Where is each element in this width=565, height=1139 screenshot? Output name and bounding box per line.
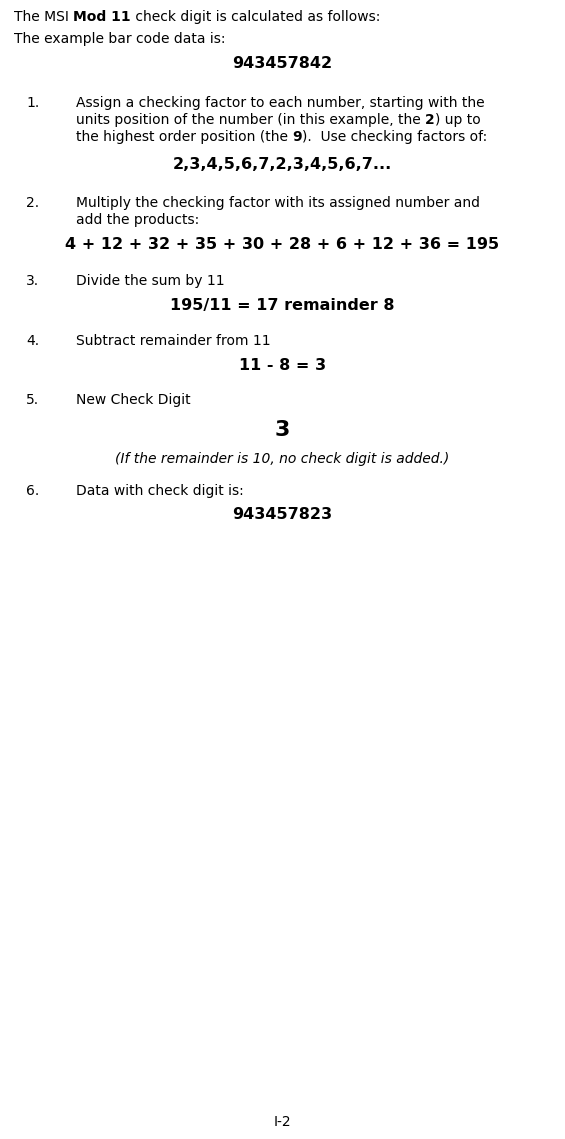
Text: Subtract remainder from 11: Subtract remainder from 11	[76, 334, 271, 349]
Text: check digit is calculated as follows:: check digit is calculated as follows:	[131, 10, 380, 24]
Text: New Check Digit: New Check Digit	[76, 393, 190, 407]
Text: 5.: 5.	[26, 393, 39, 407]
Text: (If the remainder is 10, no check digit is added.): (If the remainder is 10, no check digit …	[115, 452, 450, 466]
Text: 2: 2	[425, 113, 435, 128]
Text: 2.: 2.	[26, 196, 39, 210]
Text: The MSI: The MSI	[14, 10, 73, 24]
Text: add the products:: add the products:	[76, 213, 199, 227]
Text: 9: 9	[292, 130, 302, 144]
Text: 3.: 3.	[26, 274, 39, 288]
Text: Divide the sum by 11: Divide the sum by 11	[76, 274, 225, 288]
Text: 6.: 6.	[26, 484, 39, 498]
Text: Mod 11: Mod 11	[73, 10, 131, 24]
Text: 4.: 4.	[26, 334, 39, 349]
Text: ).  Use checking factors of:: ). Use checking factors of:	[302, 130, 487, 144]
Text: 1.: 1.	[26, 96, 39, 110]
Text: 943457842: 943457842	[232, 56, 333, 71]
Text: The example bar code data is:: The example bar code data is:	[14, 32, 225, 46]
Text: the highest order position (the: the highest order position (the	[76, 130, 292, 144]
Text: ) up to: ) up to	[435, 113, 481, 128]
Text: Assign a checking factor to each number, starting with the: Assign a checking factor to each number,…	[76, 96, 485, 110]
Text: 4 + 12 + 32 + 35 + 30 + 28 + 6 + 12 + 36 = 195: 4 + 12 + 32 + 35 + 30 + 28 + 6 + 12 + 36…	[66, 237, 499, 252]
Text: Multiply the checking factor with its assigned number and: Multiply the checking factor with its as…	[76, 196, 480, 210]
Text: 3: 3	[275, 420, 290, 440]
Text: 195/11 = 17 remainder 8: 195/11 = 17 remainder 8	[170, 298, 395, 313]
Text: 11 - 8 = 3: 11 - 8 = 3	[239, 358, 326, 372]
Text: I-2: I-2	[273, 1115, 292, 1129]
Text: units position of the number (in this example, the: units position of the number (in this ex…	[76, 113, 425, 128]
Text: 2,3,4,5,6,7,2,3,4,5,6,7...: 2,3,4,5,6,7,2,3,4,5,6,7...	[173, 157, 392, 172]
Text: Data with check digit is:: Data with check digit is:	[76, 484, 244, 498]
Text: 943457823: 943457823	[232, 507, 333, 522]
